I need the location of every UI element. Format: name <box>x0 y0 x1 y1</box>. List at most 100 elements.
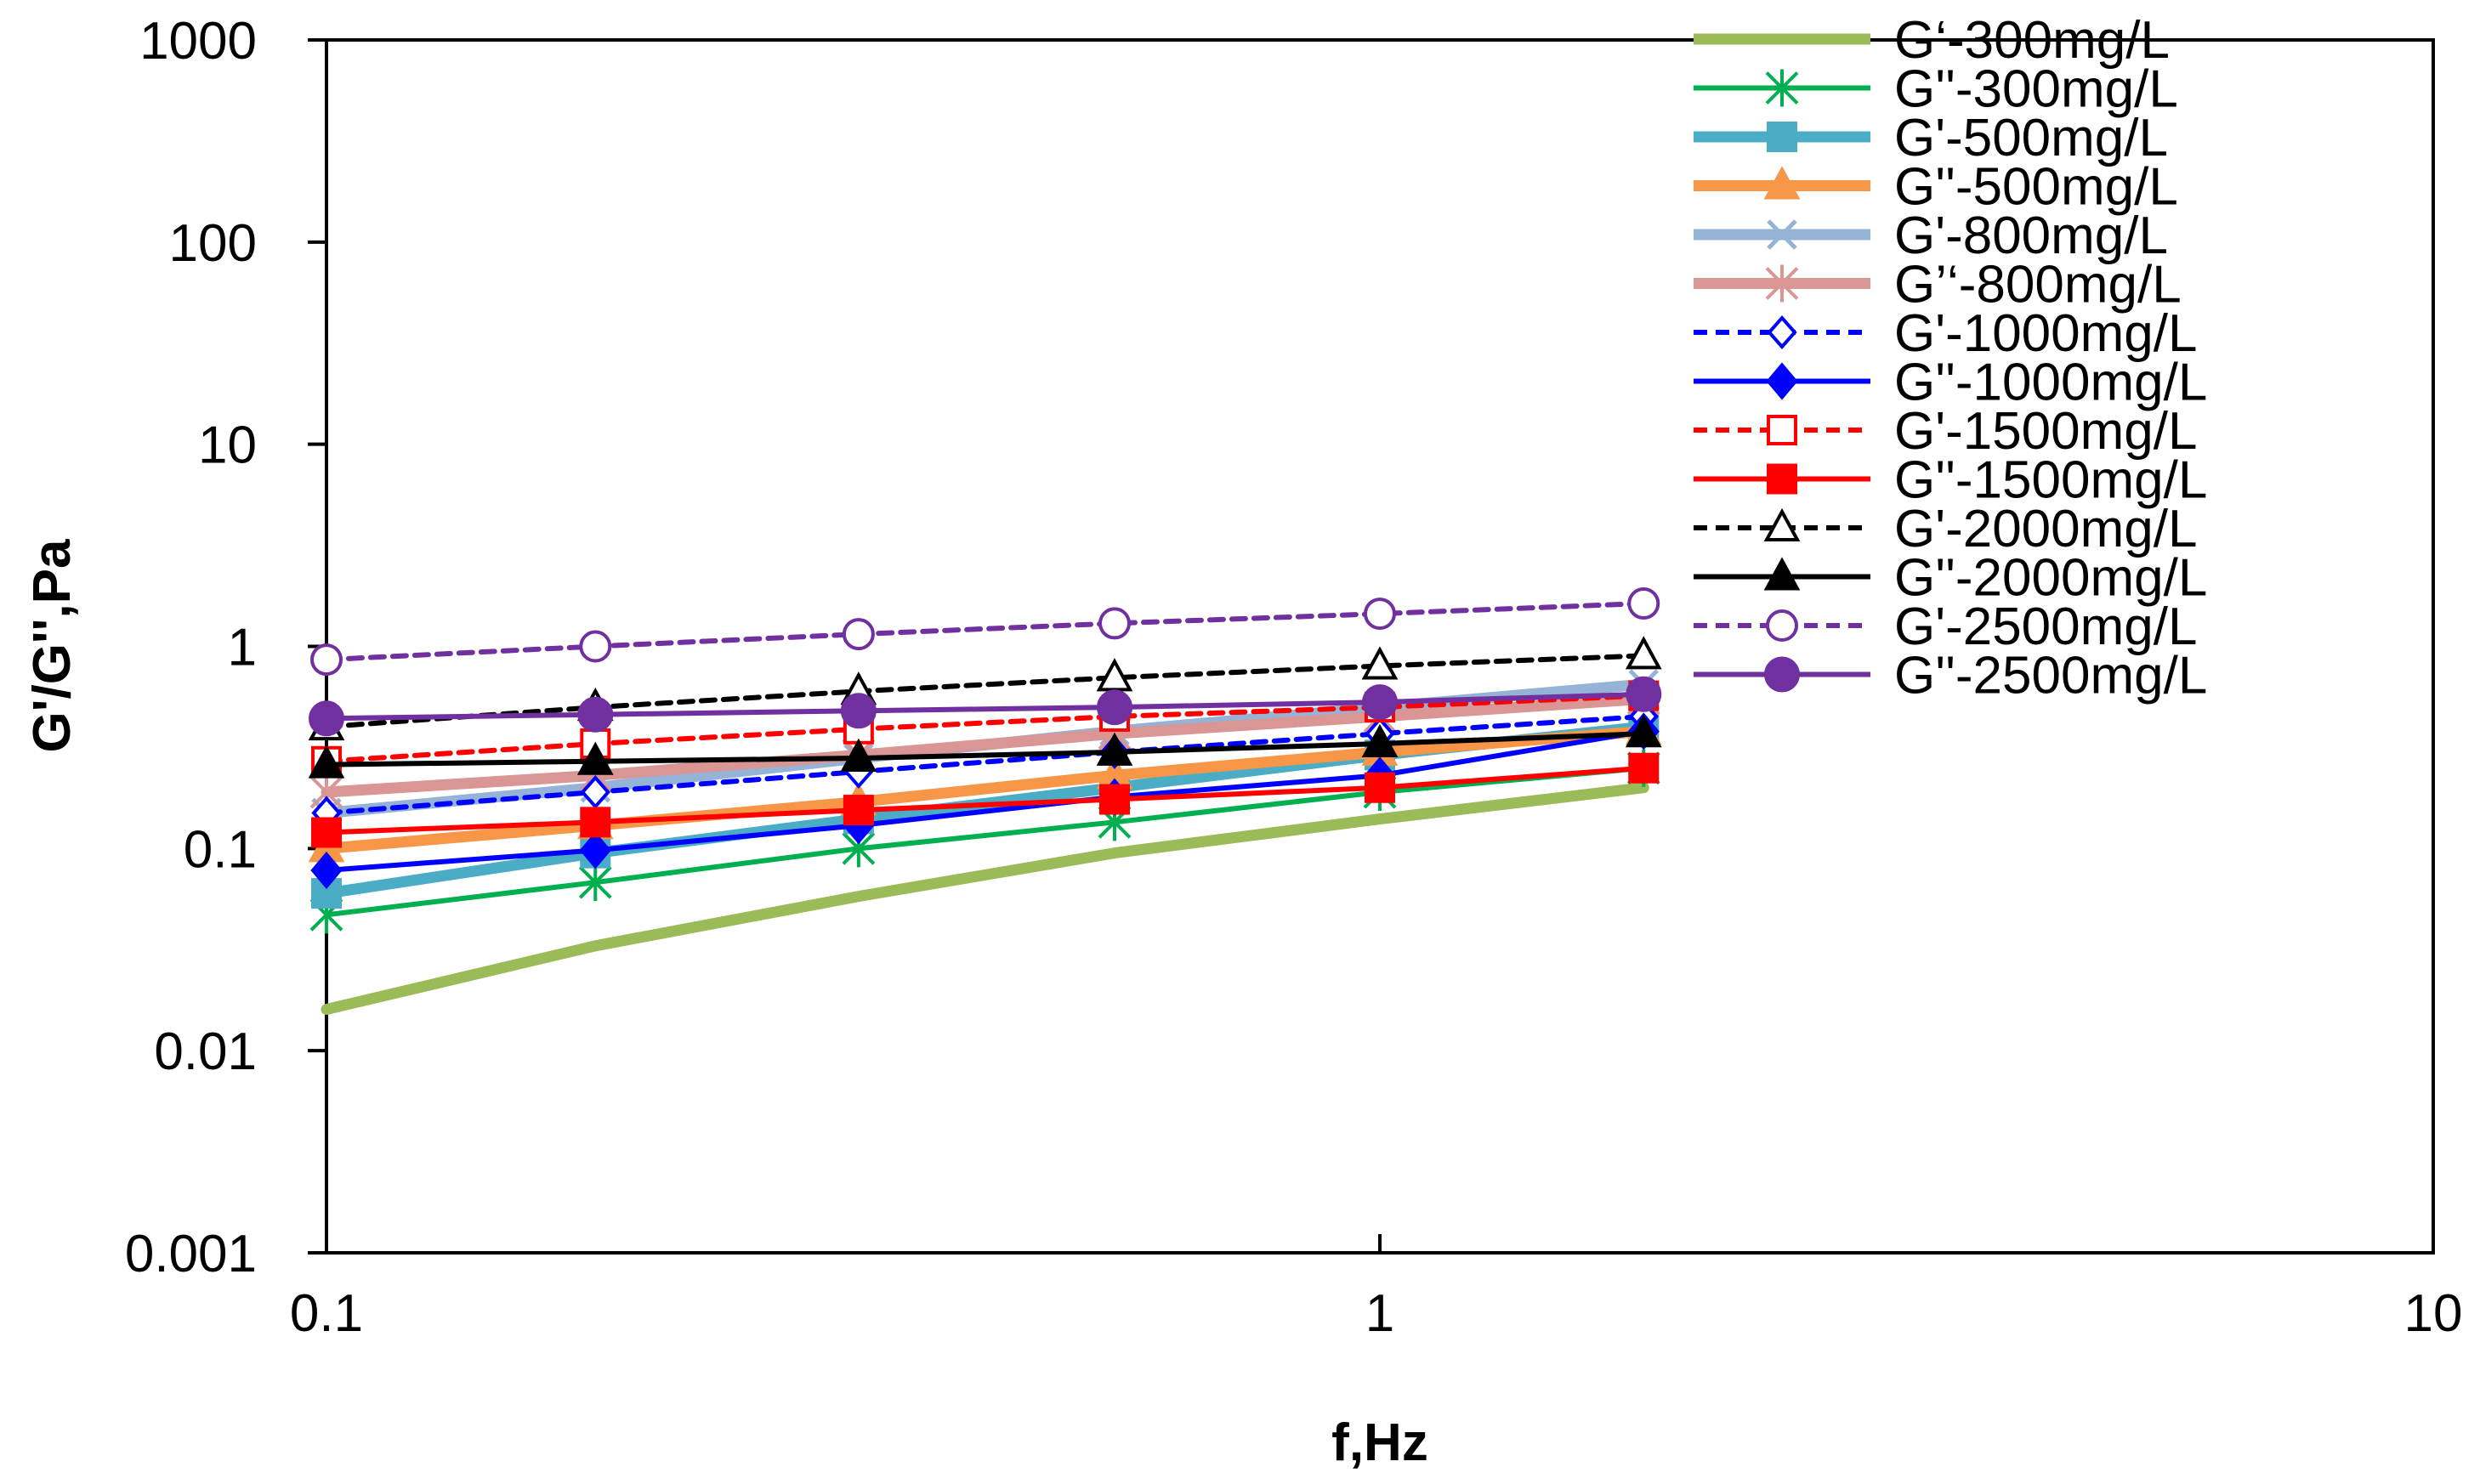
series-g-300mg-l <box>321 782 1649 1016</box>
legend-label: G'-2000mg/L <box>1894 500 2197 558</box>
data-point-marker <box>1765 69 1799 107</box>
legend-entry: G''-300mg/L <box>1694 60 2178 119</box>
series-g-2500mg-l <box>309 676 1662 737</box>
data-point-marker <box>311 817 342 848</box>
legend-entry: G’‘-800mg/L <box>1694 256 2182 314</box>
legend-label: G''-300mg/L <box>1894 60 2178 119</box>
x-axis-title: f,Hz <box>1331 1413 1428 1472</box>
data-point-marker <box>580 775 610 810</box>
series-line <box>321 782 1649 1016</box>
data-point-marker <box>1362 684 1398 721</box>
series-line <box>324 731 1647 767</box>
data-point-marker <box>1767 314 1797 350</box>
y-tick-label: 1000 <box>139 12 257 71</box>
data-point-marker <box>310 851 343 890</box>
x-tick-label: 10 <box>2404 1284 2463 1343</box>
data-point-marker <box>1767 219 1797 250</box>
legend-label: G’‘-800mg/L <box>1894 256 2182 314</box>
data-point-marker <box>577 696 614 733</box>
y-tick-label: 0.001 <box>125 1225 257 1283</box>
legend-entry: G''-1500mg/L <box>1694 451 2207 510</box>
data-point-marker <box>840 738 877 772</box>
y-tick-label: 10 <box>198 416 257 475</box>
data-point-marker <box>842 618 875 651</box>
legend-label: G'-1500mg/L <box>1894 402 2197 461</box>
data-point-marker <box>579 630 612 663</box>
y-tick-label: 0.01 <box>154 1022 257 1081</box>
x-axis: 0.1 1 10 <box>290 1234 2463 1343</box>
legend-entry: G''-2500mg/L <box>1694 647 2207 705</box>
legend-entry: G'-1000mg/L <box>1694 304 2197 363</box>
y-tick-label: 1 <box>228 619 257 677</box>
legend-label: G''-1500mg/L <box>1894 451 2207 510</box>
x-tick-label: 0.1 <box>290 1284 363 1343</box>
data-point-marker <box>1763 166 1801 200</box>
series-g-1500mg-l <box>311 752 1660 848</box>
series-line <box>324 765 1647 835</box>
legend-entry: G‘-300mg/L <box>1694 11 2170 70</box>
legend-label: G'-1000mg/L <box>1894 304 2197 363</box>
legend-label: G'-2500mg/L <box>1894 598 2197 656</box>
data-point-marker <box>1361 723 1399 758</box>
series-line <box>324 601 1647 663</box>
x-tick-label: 1 <box>1365 1284 1394 1343</box>
data-point-marker <box>1099 784 1131 815</box>
legend-entry: G'-500mg/L <box>1694 109 2168 167</box>
legend-label: G''-2500mg/L <box>1894 647 2207 705</box>
series-line <box>324 691 1647 722</box>
series-layer <box>308 587 1662 1016</box>
series-line <box>321 725 1649 854</box>
legend-entry: G'-800mg/L <box>1694 207 2168 265</box>
data-point-marker <box>1098 607 1132 640</box>
legend-entry: G''-500mg/L <box>1694 158 2178 217</box>
data-point-marker <box>843 795 874 826</box>
data-point-marker <box>1765 264 1799 303</box>
legend-label: G''-2000mg/L <box>1894 549 2207 608</box>
data-point-marker <box>1767 122 1797 152</box>
data-point-marker <box>1628 752 1660 784</box>
legend-entry: G'-1500mg/L <box>1694 402 2197 461</box>
data-point-marker <box>1767 463 1797 495</box>
y-axis-title: G'/G'',Pa <box>23 539 82 752</box>
legend: G‘-300mg/LG''-300mg/LG'-500mg/LG''-500mg… <box>1694 11 2207 705</box>
data-point-marker <box>1365 772 1395 803</box>
data-point-marker <box>1097 689 1133 726</box>
data-point-marker <box>1763 507 1801 541</box>
y-axis: 0.001 0.01 0.1 1 10 100 1000 <box>125 12 326 1283</box>
data-point-marker <box>840 693 877 729</box>
series-g-2500mg-l <box>310 587 1660 677</box>
legend-entry: G'-2000mg/L <box>1694 500 2197 558</box>
series-g-2000mg-l <box>308 714 1662 779</box>
data-point-marker <box>310 643 343 677</box>
y-tick-label: 100 <box>169 214 257 273</box>
data-point-marker <box>1626 676 1662 712</box>
data-point-marker <box>579 831 611 869</box>
legend-label: G''-1000mg/L <box>1894 354 2207 412</box>
data-point-marker <box>580 807 611 838</box>
series-line <box>324 765 1647 918</box>
data-point-marker <box>1767 415 1797 445</box>
legend-label: G'-500mg/L <box>1894 109 2168 167</box>
y-tick-label: 0.1 <box>184 820 257 879</box>
series-line <box>321 693 1649 798</box>
data-point-marker <box>1764 656 1800 693</box>
data-point-marker <box>578 864 612 902</box>
data-point-marker <box>308 745 345 779</box>
data-point-marker <box>1625 636 1662 670</box>
data-point-marker <box>1625 714 1662 748</box>
series-line <box>324 653 1647 730</box>
legend-entry: G''-2000mg/L <box>1694 549 2207 608</box>
series-line <box>324 714 1647 816</box>
legend-label: G‘-300mg/L <box>1894 11 2170 70</box>
series-line <box>324 693 1647 764</box>
data-point-marker <box>1364 598 1396 631</box>
data-point-marker <box>1096 732 1133 766</box>
data-point-marker <box>1627 587 1660 620</box>
data-point-marker <box>1763 557 1801 591</box>
legend-entry: G''-1000mg/L <box>1694 354 2207 412</box>
data-point-marker <box>1766 362 1798 400</box>
legend-label: G''-500mg/L <box>1894 158 2178 217</box>
data-point-marker <box>576 741 614 775</box>
legend-entry: G'-2500mg/L <box>1694 598 2197 656</box>
